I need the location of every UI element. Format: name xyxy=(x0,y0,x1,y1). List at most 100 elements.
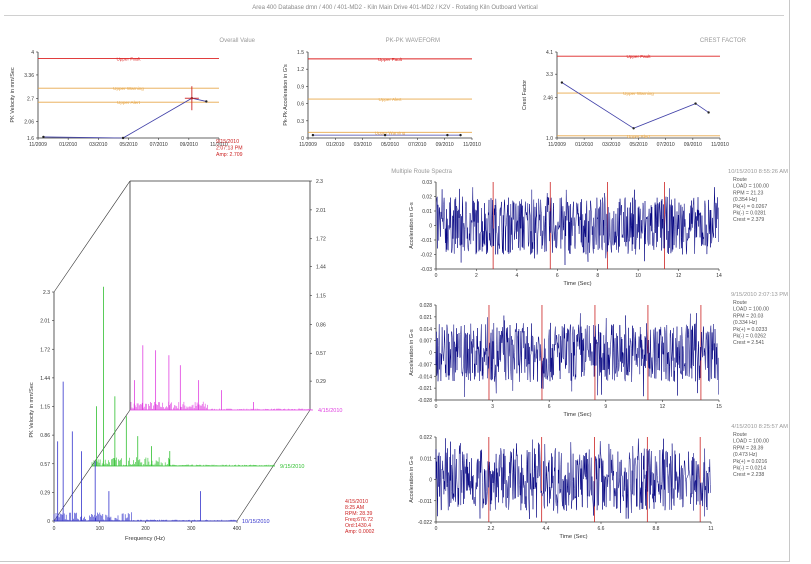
x-tick-label: 14 xyxy=(716,273,722,279)
waveform-info-line: RPM = 21.23 xyxy=(733,190,764,196)
x-tick-label: 8 xyxy=(596,273,599,279)
trend-series-line xyxy=(43,97,207,139)
x-tick-label: 10 xyxy=(635,273,641,279)
y-tick-label: 4.1 xyxy=(546,50,553,56)
trend-panel-2: PK-PK WAVEFORM 0 0.3 0.6 0.9 1.2 1.5 11/2009 01/… xyxy=(283,38,481,148)
waveform-info-line: Crest = 2.379 xyxy=(733,217,764,223)
x-tick-label: 12 xyxy=(676,273,682,279)
y-tick-label: -0.03 xyxy=(421,267,433,273)
cursor-annotation: 2:07:13 PM xyxy=(216,146,243,152)
trend-point xyxy=(121,136,125,140)
x-tick-label: 05/2010 xyxy=(119,142,137,148)
report-frame xyxy=(0,0,790,562)
y-tick-label: 1.2 xyxy=(297,67,304,73)
x-tick-label: 0 xyxy=(435,404,438,410)
y-tick-label: 0 xyxy=(301,136,304,142)
y-tick-label: 0.014 xyxy=(419,327,432,333)
waveform-panel-2: 9/15/2010 2:07:13 PM -0.028 -0.021 -0.014 -0… xyxy=(409,292,788,418)
threshold-label: Upper Fault xyxy=(626,54,651,59)
trend-panel-3: CREST FACTOR 1.0 2.46 3.3 4.1 11/2009 01/2010 0… xyxy=(522,38,747,148)
y-tick-label: 3.36 xyxy=(24,73,34,79)
y-tick-label: -0.007 xyxy=(418,362,432,368)
waveform-info-line: Route xyxy=(733,432,747,438)
spectra-x-tick-label: 400 xyxy=(233,526,242,532)
trend-point xyxy=(42,135,45,139)
y-tick-label: -0.021 xyxy=(418,386,432,392)
spectrum-date-label: 4/15/2010 xyxy=(318,408,342,414)
x-tick-label: 07/2010 xyxy=(408,142,426,148)
trend-point xyxy=(446,133,449,137)
threshold-label: Upper Fault xyxy=(116,56,141,61)
waveform-info-line: Pk(-) = 0.0281 xyxy=(733,211,766,217)
trend-panel-title: Overall Value xyxy=(219,38,255,44)
waveform-info-line: Pk(+) = 0.0216 xyxy=(733,459,767,465)
waveform-info-line: Pk(+) = 0.0233 xyxy=(733,327,767,333)
threshold-label: Upper Fault xyxy=(378,57,403,62)
y-tick-label: 0.02 xyxy=(422,195,432,201)
waveform-info-line: (0.473 Hz) xyxy=(733,452,757,458)
x-tick-label: 6.6 xyxy=(598,526,605,532)
spectra-x-tick-label: 100 xyxy=(96,526,105,532)
spectra-depth-line xyxy=(236,409,311,522)
y-tick-label: 1.0 xyxy=(546,136,553,142)
x-tick-label: 11 xyxy=(708,526,713,532)
y-tick-label: 0 xyxy=(429,478,432,484)
spectrum-noise xyxy=(53,512,237,521)
y-tick-label: 0.022 xyxy=(419,435,432,441)
x-tick-label: 07/2010 xyxy=(657,142,675,148)
y-tick-label: 2.7 xyxy=(27,97,34,103)
spectrum-trace-3: 10/15/2010 xyxy=(53,381,270,525)
waveform-x-label: Time (Sec) xyxy=(559,534,587,540)
x-tick-label: 01/2010 xyxy=(326,142,344,148)
spectra-y-tick-label: 0.29 xyxy=(40,490,50,496)
waveform-info-line: RPM = 28.39 xyxy=(733,445,764,451)
trend-point xyxy=(694,102,697,105)
spectrum-noise xyxy=(130,401,313,410)
spectra-right-tick-label: 0.29 xyxy=(316,379,326,385)
waveform-info-line: (0.334 Hz) xyxy=(733,320,757,326)
x-tick-label: 9 xyxy=(604,404,607,410)
x-tick-label: 09/2010 xyxy=(436,142,454,148)
spectra-y-tick-label: 0.57 xyxy=(40,462,50,468)
header-divider xyxy=(4,15,784,16)
x-tick-label: 03/2010 xyxy=(89,142,107,148)
y-tick-label: 4 xyxy=(31,50,34,56)
spectra-annotation: Ord:1430.4 xyxy=(345,523,371,529)
x-tick-label: 8.8 xyxy=(653,526,660,532)
trend-point xyxy=(205,100,208,103)
report-title: Area 400 Database dmn / 400 / 401-MD2 - … xyxy=(252,5,538,11)
x-tick-label: 03/2010 xyxy=(602,142,620,148)
x-tick-label: 03/2010 xyxy=(354,142,372,148)
y-tick-label: 0.9 xyxy=(297,84,304,90)
x-tick-label: 0 xyxy=(435,273,438,279)
spectra-annotation: 4/15/2010 xyxy=(345,499,368,505)
spectra-annotation: 8:25 AM xyxy=(345,505,364,511)
spectra-annotation: Amp: 0.0002 xyxy=(345,529,375,535)
spectrum-noise xyxy=(91,457,275,466)
x-tick-label: 3 xyxy=(491,404,494,410)
y-tick-label: 1.5 xyxy=(297,50,304,56)
waveform-y-label: Acceleration in G-s xyxy=(409,329,415,376)
y-tick-label: 0.03 xyxy=(422,180,432,186)
y-tick-label: 0 xyxy=(429,351,432,357)
spectra-x-tick-label: 300 xyxy=(187,526,196,532)
x-tick-label: 12 xyxy=(660,404,666,410)
waveform-info-line: Pk(+) = 0.0267 xyxy=(733,204,767,210)
spectrum-trace-1: 4/15/2010 xyxy=(130,345,342,414)
y-tick-label: -0.028 xyxy=(418,398,432,404)
x-tick-label: 05/2010 xyxy=(629,142,647,148)
spectra-right-tick-label: 2.3 xyxy=(316,179,323,185)
x-tick-label: 11/2010 xyxy=(463,142,481,148)
spectra-right-tick-label: 2.01 xyxy=(316,208,326,214)
spectra-y-tick-label: 2.01 xyxy=(40,319,50,325)
x-tick-label: 4.4 xyxy=(543,526,550,532)
x-tick-label: 4 xyxy=(515,273,518,279)
waveform-timestamp: 9/15/2010 2:07:13 PM xyxy=(731,292,788,298)
waveform-info-line: Crest = 2.238 xyxy=(733,472,764,478)
cursor-annotation: Amp: 2.709 xyxy=(216,152,243,158)
trend-point xyxy=(632,127,635,130)
x-tick-label: 11/2009 xyxy=(29,142,47,148)
spectra-y-tick-label: 0 xyxy=(47,519,50,525)
y-axis-label: PK Velocity in mm/Sec xyxy=(10,67,16,123)
